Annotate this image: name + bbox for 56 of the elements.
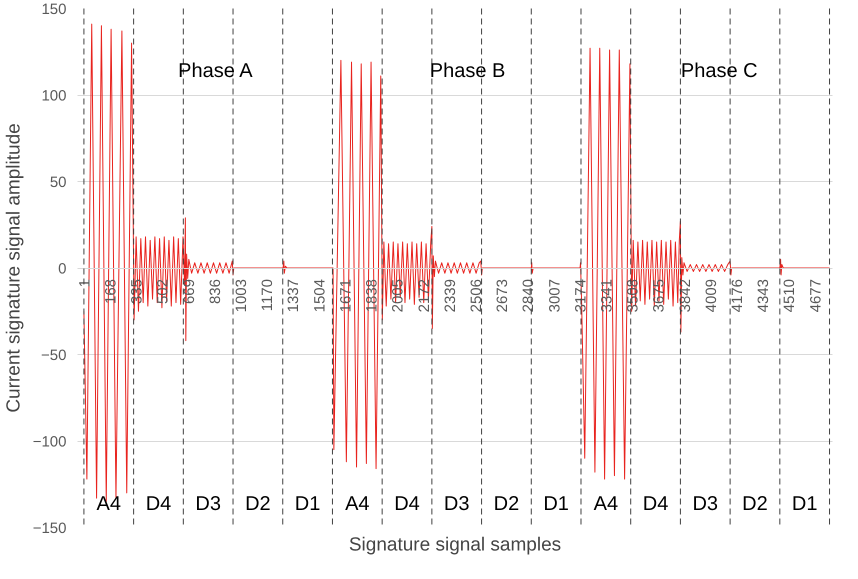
ref-line-label: D2 <box>494 493 520 516</box>
x-tick-label: 1170 <box>259 278 276 312</box>
x-tick-label: 1 <box>76 279 94 288</box>
x-tick-label: 502 <box>154 278 172 304</box>
x-tick-label: 4677 <box>807 278 824 312</box>
ref-line-label: D1 <box>543 493 569 516</box>
x-tick-label: 335 <box>128 278 146 304</box>
x-tick-label: 3007 <box>546 278 564 312</box>
x-tick-label: 2172 <box>416 278 433 312</box>
x-tick-label: 2506 <box>468 278 485 312</box>
y-tick-label: −100 <box>32 434 67 450</box>
ref-line-label: D3 <box>692 493 718 516</box>
ref-line-label: A4 <box>345 493 370 516</box>
x-tick-label: 2673 <box>494 278 512 312</box>
x-axis-title: Signature signal samples <box>348 534 562 556</box>
x-tick-label: 3842 <box>676 278 694 312</box>
ref-line-label: D2 <box>742 493 768 516</box>
ref-line-label: D2 <box>245 493 271 516</box>
x-tick-label: 4510 <box>781 278 798 312</box>
ref-line-label: A4 <box>96 493 121 516</box>
x-tick-label: 1337 <box>285 278 302 312</box>
y-tick-label: −50 <box>41 347 67 364</box>
ref-line-label: D1 <box>792 493 818 516</box>
y-tick-label: 0 <box>58 260 66 278</box>
x-tick-label: 3675 <box>650 278 668 312</box>
ref-line-label: D1 <box>294 493 320 516</box>
y-tick-label: 150 <box>41 1 67 18</box>
annotation: Phase B <box>430 60 506 82</box>
x-tick-label: 3341 <box>598 278 616 312</box>
ref-line-label: D3 <box>444 493 470 516</box>
x-tick-label: 4343 <box>755 278 772 312</box>
y-tick-label: 50 <box>50 174 67 191</box>
x-tick-label: 2005 <box>390 278 407 312</box>
x-tick-label: 1671 <box>337 278 354 312</box>
x-tick-label: 2339 <box>442 278 459 312</box>
x-tick-label: 669 <box>180 278 198 304</box>
ref-line-label: D4 <box>642 493 668 516</box>
ref-line-label: D3 <box>195 493 221 516</box>
y-axis-title: Current signature signal amplitude <box>4 123 25 413</box>
ref-line-label: D4 <box>146 493 172 516</box>
annotation: Phase A <box>178 60 254 82</box>
annotation: Phase C <box>680 60 758 82</box>
x-tick-label: 168 <box>102 278 120 304</box>
x-tick-label: 1003 <box>233 278 250 312</box>
x-tick-label: 4009 <box>702 278 720 312</box>
x-tick-label: 3174 <box>572 278 590 312</box>
y-tick-label: 100 <box>41 88 67 104</box>
x-tick-label: 4176 <box>729 278 746 312</box>
x-tick-label: 1838 <box>364 278 381 312</box>
ref-line-label: D4 <box>394 493 420 516</box>
x-tick-label: 2840 <box>520 278 538 312</box>
x-tick-label: 836 <box>206 278 224 304</box>
x-tick-label: 3508 <box>624 278 642 312</box>
ref-line-label: A4 <box>594 493 618 516</box>
y-tick-label: −150 <box>32 520 67 537</box>
x-tick-label: 1504 <box>311 278 328 312</box>
